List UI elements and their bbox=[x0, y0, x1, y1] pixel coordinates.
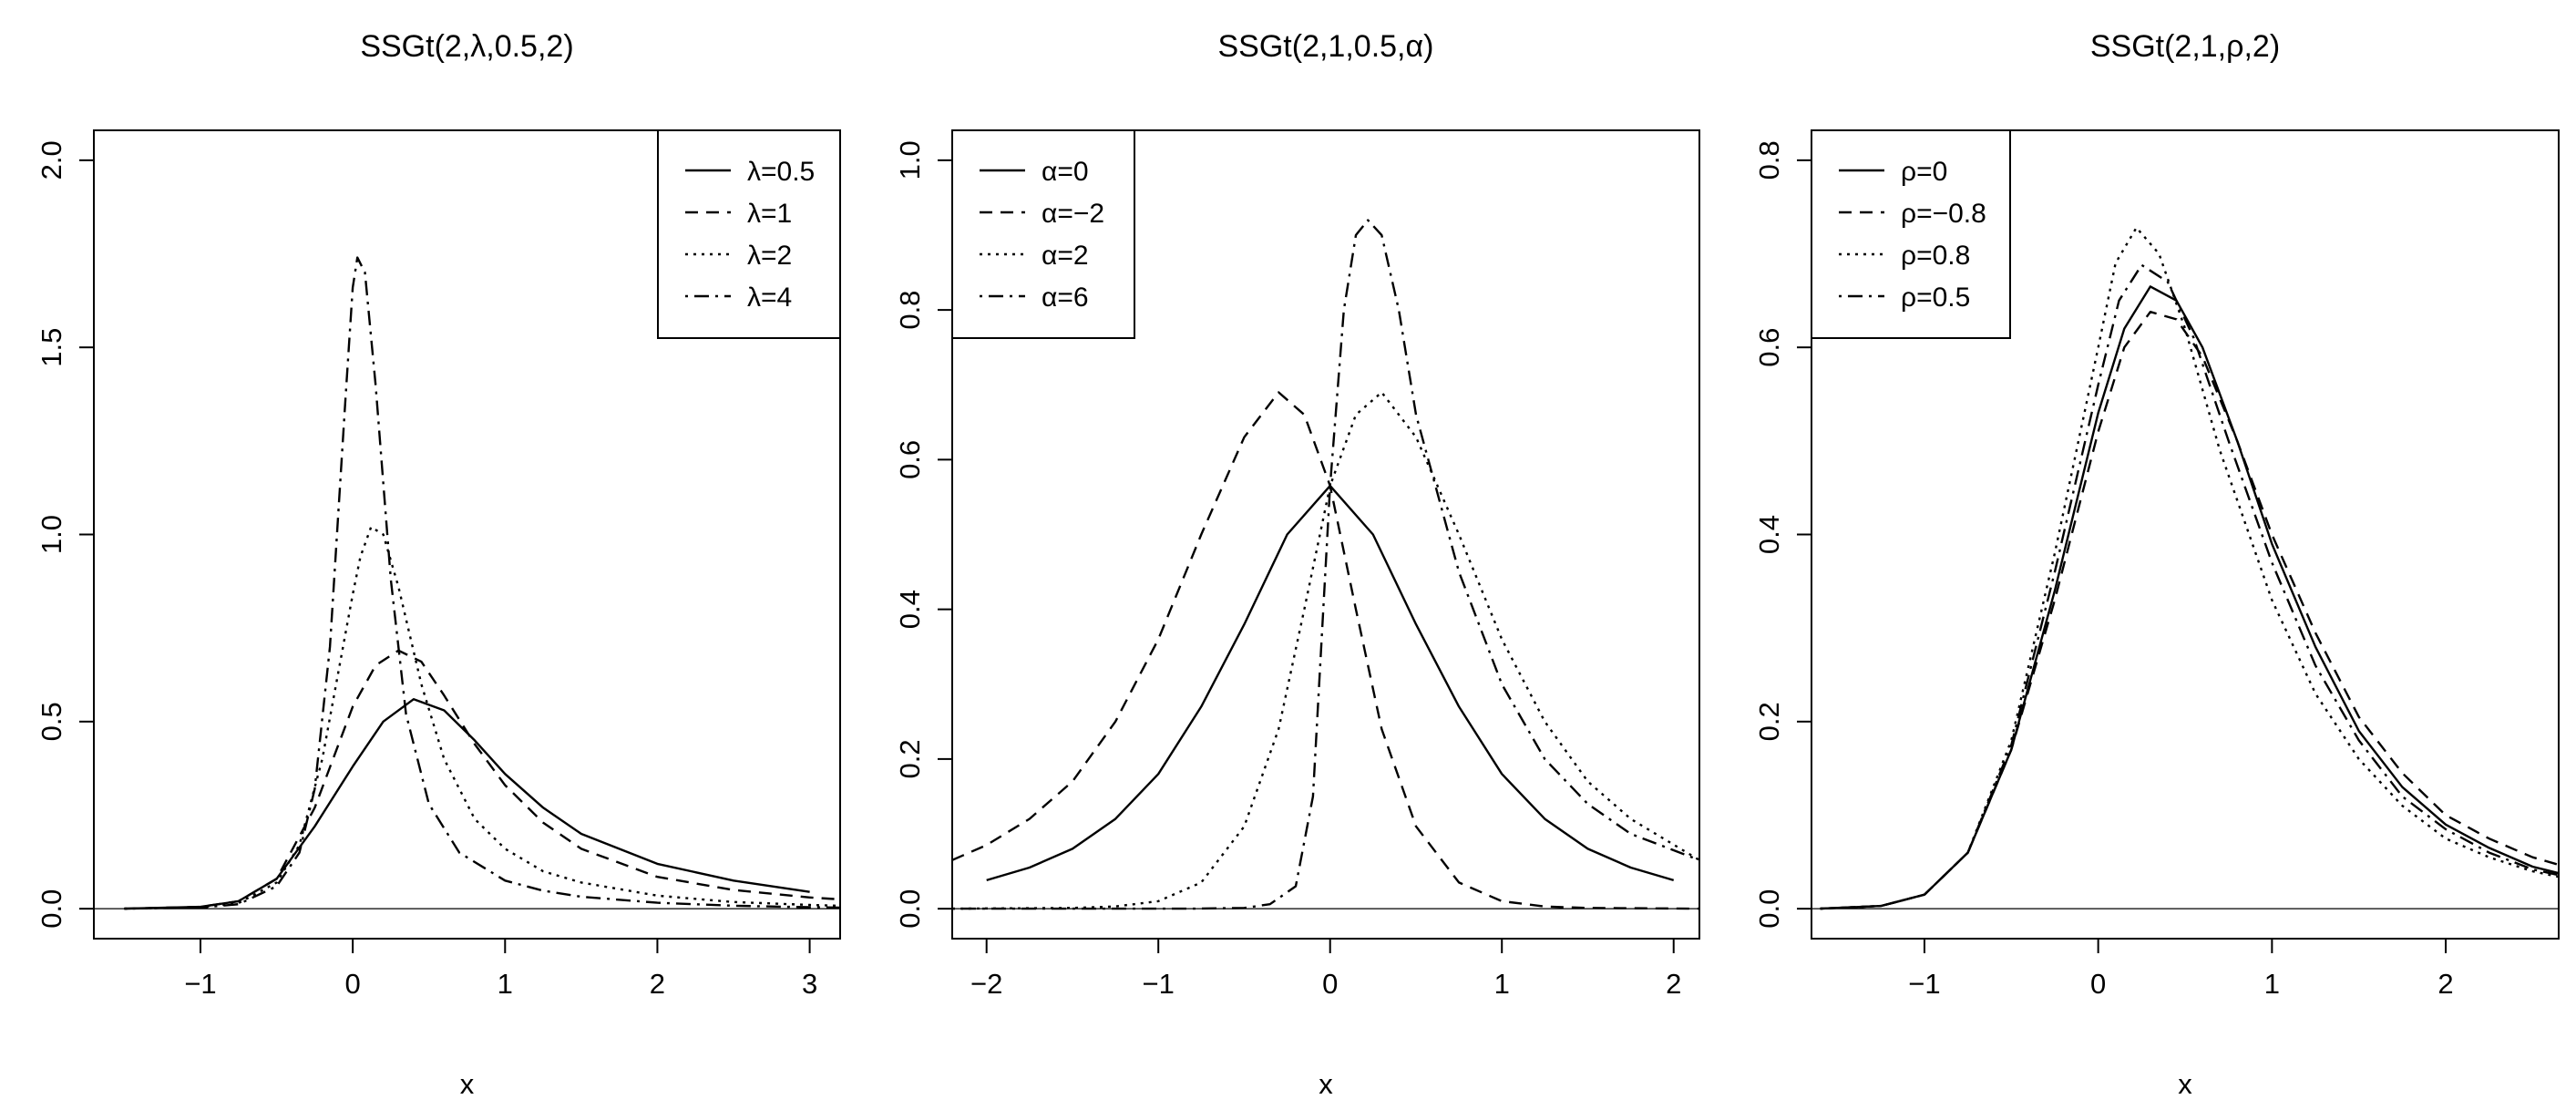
legend-box bbox=[951, 129, 1135, 339]
y-tick-label: 0.6 bbox=[1753, 328, 1785, 367]
legend-label: ρ=0.8 bbox=[1901, 241, 1970, 271]
y-tick-label: 0.0 bbox=[1753, 889, 1785, 929]
chart-title: SSGt(2,1,0.5,α) bbox=[1218, 29, 1434, 64]
x-axis-label: x bbox=[460, 1068, 475, 1100]
legend: α=0 α=−2 α=2 α=6 bbox=[951, 129, 1135, 339]
y-tick-label: 0.0 bbox=[894, 889, 926, 929]
chart-panel-1: SSGt(2,λ,0.5,2) −1 0 1 2 3 0.0 0.5 1.0 1.5 2.0 x λ=0… bbox=[36, 29, 841, 1100]
x-tick-label: 1 bbox=[1494, 968, 1510, 1000]
y-tick-label: 0.2 bbox=[894, 739, 926, 778]
legend-label: λ=0.5 bbox=[747, 157, 815, 187]
y-tick-label: 0.6 bbox=[894, 440, 926, 479]
legend: ρ=0 ρ=−0.8 ρ=0.8 ρ=0.5 bbox=[1811, 129, 2011, 339]
y-tick-label: 0.0 bbox=[36, 889, 67, 929]
x-tick-label: 2 bbox=[650, 968, 665, 1000]
x-tick-label: 3 bbox=[802, 968, 817, 1000]
chart-title: SSGt(2,1,ρ,2) bbox=[2090, 29, 2280, 64]
series-line-3 bbox=[952, 391, 1699, 910]
legend-label: α=6 bbox=[1042, 283, 1089, 313]
x-tick-label: 1 bbox=[2264, 968, 2280, 1000]
series-line-4 bbox=[124, 256, 840, 910]
legend-label: α=−2 bbox=[1042, 199, 1104, 229]
legend: λ=0.5 λ=1 λ=2 λ=4 bbox=[657, 129, 841, 339]
y-tick-label: 0.2 bbox=[1753, 702, 1785, 741]
x-tick-label: −2 bbox=[970, 968, 1002, 1000]
x-axis-label: x bbox=[2178, 1068, 2192, 1100]
chart-panel-3: SSGt(2,1,ρ,2) −1 0 1 2 0.0 0.2 0.4 0.6 0.8 x ρ=0 ρ=−… bbox=[1753, 29, 2560, 1100]
y-tick-label: 0.8 bbox=[1753, 140, 1785, 180]
series-line-4 bbox=[1820, 263, 2559, 910]
legend-label: ρ=−0.8 bbox=[1901, 199, 1986, 229]
x-tick-label: 0 bbox=[2090, 968, 2106, 1000]
y-tick-label: 2.0 bbox=[36, 140, 67, 180]
x-tick-label: 2 bbox=[1666, 968, 1681, 1000]
x-tick-label: 2 bbox=[2437, 968, 2453, 1000]
y-tick-label: 1.0 bbox=[36, 515, 67, 554]
legend-label: α=0 bbox=[1042, 157, 1089, 187]
legend-label: α=2 bbox=[1042, 241, 1089, 271]
y-tick-label: 0.4 bbox=[894, 590, 926, 629]
x-tick-label: 1 bbox=[498, 968, 513, 1000]
y-tick-label: 0.8 bbox=[894, 291, 926, 330]
x-tick-label: −1 bbox=[1908, 968, 1940, 1000]
y-tick-label: 0.4 bbox=[1753, 515, 1785, 554]
y-tick-label: 1.5 bbox=[36, 328, 67, 367]
legend-label: ρ=0.5 bbox=[1901, 283, 1970, 313]
series-line-4 bbox=[952, 219, 1699, 910]
plot-frame bbox=[951, 129, 1700, 940]
legend-label: ρ=0 bbox=[1901, 157, 1947, 187]
legend-box bbox=[1811, 129, 2011, 339]
x-axis-label: x bbox=[1319, 1068, 1333, 1100]
legend-label: λ=1 bbox=[747, 199, 792, 229]
x-tick-label: 0 bbox=[1322, 968, 1338, 1000]
x-tick-label: −1 bbox=[1143, 968, 1175, 1000]
chart-title: SSGt(2,λ,0.5,2) bbox=[360, 29, 573, 64]
y-tick-label: 1.0 bbox=[894, 140, 926, 180]
chart-panel-2: SSGt(2,1,0.5,α) −2 −1 0 1 2 0.0 0.2 0.4 0.6 0.8 1.0… bbox=[894, 29, 1700, 1100]
x-tick-label: 0 bbox=[345, 968, 361, 1000]
legend-box bbox=[657, 129, 841, 339]
y-tick-label: 0.5 bbox=[36, 702, 67, 741]
series-line-2 bbox=[1820, 311, 2559, 910]
legend-label: λ=2 bbox=[747, 241, 792, 271]
x-tick-label: −1 bbox=[184, 968, 216, 1000]
series-line-1 bbox=[1820, 285, 2559, 910]
legend-label: λ=4 bbox=[747, 283, 792, 313]
series-line-2 bbox=[124, 649, 840, 910]
